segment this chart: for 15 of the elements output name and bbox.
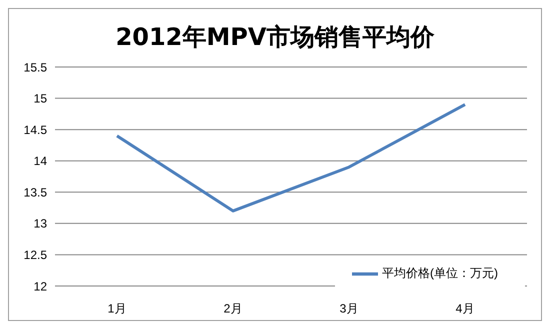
y-tick-label: 12	[34, 279, 48, 294]
y-tick-label: 14	[34, 154, 48, 168]
y-tick-label: 13	[34, 216, 48, 231]
x-tick-label: 2月	[224, 302, 242, 316]
y-tick-label: 12.5	[24, 248, 48, 262]
y-tick-label: 14.5	[24, 122, 48, 137]
y-tick-label: 15	[34, 92, 48, 106]
x-tick-label: 1月	[108, 302, 126, 316]
x-tick-label: 4月	[456, 302, 474, 316]
legend-label: 平均价格(单位：万元)	[382, 266, 498, 280]
y-tick-label: 13.5	[24, 185, 48, 200]
line-series	[116, 103, 466, 212]
y-tick-label: 15.5	[24, 60, 48, 74]
chart-title: 2012年MPV市场销售平均价	[114, 22, 436, 53]
x-tick-label: 3月	[340, 302, 358, 316]
